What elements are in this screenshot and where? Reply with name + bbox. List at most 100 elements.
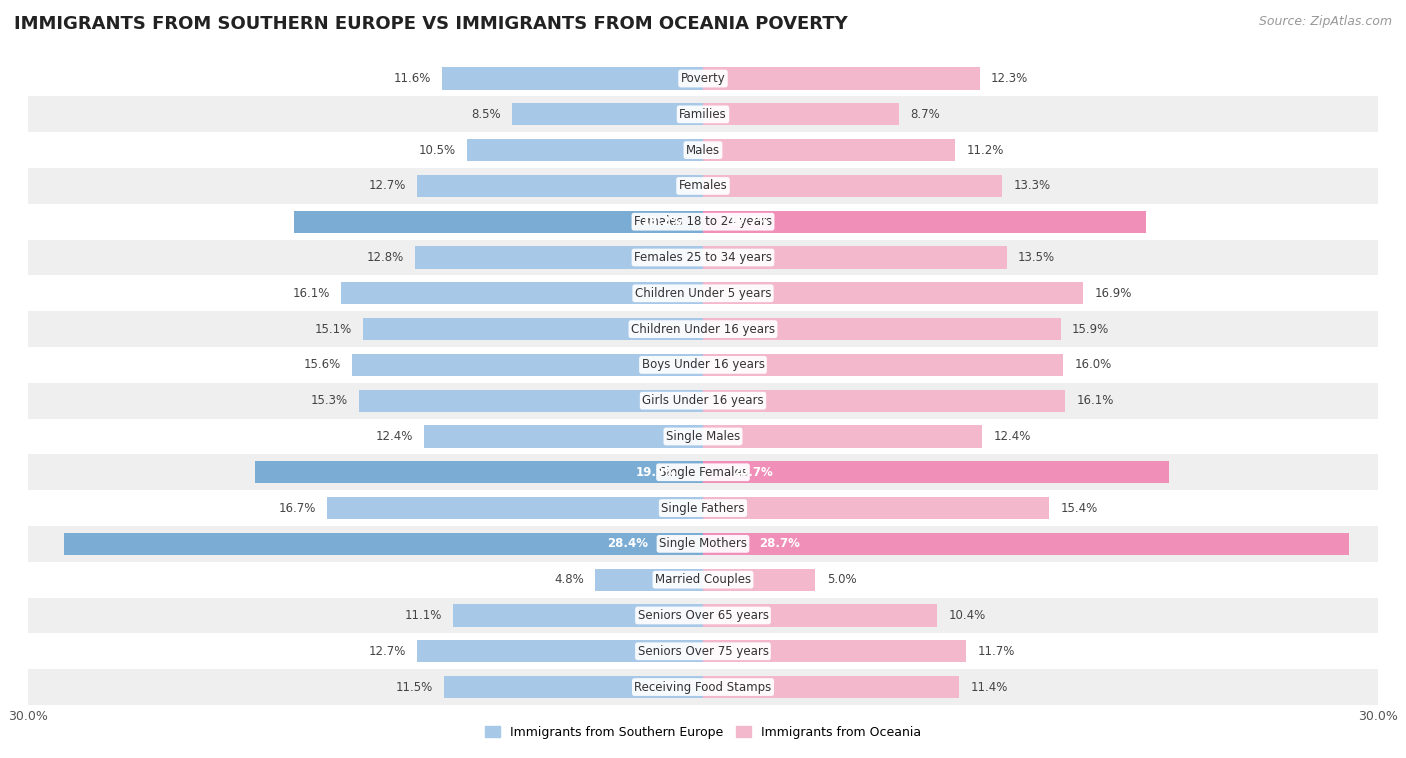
Text: 13.3%: 13.3% [1014,180,1050,193]
Bar [28,96,1378,132]
Text: Single Fathers: Single Fathers [661,502,745,515]
Text: 16.0%: 16.0% [1074,359,1111,371]
Bar [328,497,703,519]
Bar [703,175,1002,197]
Bar [703,533,1348,555]
Text: 11.1%: 11.1% [405,609,441,622]
Bar [444,676,703,698]
Legend: Immigrants from Southern Europe, Immigrants from Oceania: Immigrants from Southern Europe, Immigra… [479,721,927,744]
Text: Females 18 to 24 years: Females 18 to 24 years [634,215,772,228]
Bar [28,418,1378,454]
Bar [359,390,703,412]
Bar [28,347,1378,383]
Text: 18.2%: 18.2% [641,215,682,228]
Text: Boys Under 16 years: Boys Under 16 years [641,359,765,371]
Bar [28,168,1378,204]
Text: 12.7%: 12.7% [368,180,406,193]
Text: 15.4%: 15.4% [1060,502,1098,515]
Bar [703,103,898,125]
Bar [703,676,959,698]
Bar [28,634,1378,669]
Text: 4.8%: 4.8% [554,573,583,586]
Bar [28,454,1378,490]
Text: 15.6%: 15.6% [304,359,340,371]
Bar [453,604,703,627]
Text: 12.3%: 12.3% [991,72,1028,85]
Text: Girls Under 16 years: Girls Under 16 years [643,394,763,407]
Bar [352,354,703,376]
Text: Females 25 to 34 years: Females 25 to 34 years [634,251,772,264]
Bar [703,425,981,447]
Text: Married Couples: Married Couples [655,573,751,586]
Text: 12.7%: 12.7% [368,645,406,658]
Bar [340,282,703,305]
Text: 12.4%: 12.4% [993,430,1031,443]
Text: 11.4%: 11.4% [970,681,1008,694]
Bar [703,246,1007,268]
Text: Children Under 5 years: Children Under 5 years [634,287,772,300]
Text: 10.4%: 10.4% [948,609,986,622]
Text: IMMIGRANTS FROM SOUTHERN EUROPE VS IMMIGRANTS FROM OCEANIA POVERTY: IMMIGRANTS FROM SOUTHERN EUROPE VS IMMIG… [14,15,848,33]
Text: Source: ZipAtlas.com: Source: ZipAtlas.com [1258,15,1392,28]
Bar [425,425,703,447]
Text: 16.7%: 16.7% [278,502,316,515]
Text: 19.9%: 19.9% [636,465,676,479]
Text: Single Females: Single Females [658,465,748,479]
Bar [512,103,703,125]
Text: 8.5%: 8.5% [471,108,501,121]
Bar [703,139,955,161]
Bar [28,526,1378,562]
Bar [28,204,1378,240]
Bar [28,669,1378,705]
Bar [703,641,966,662]
Text: 8.7%: 8.7% [910,108,939,121]
Bar [28,61,1378,96]
Text: Seniors Over 65 years: Seniors Over 65 years [637,609,769,622]
Text: 15.1%: 15.1% [315,323,352,336]
Bar [415,246,703,268]
Bar [28,597,1378,634]
Bar [703,604,936,627]
Bar [703,67,980,89]
Bar [28,132,1378,168]
Text: Poverty: Poverty [681,72,725,85]
Bar [703,497,1049,519]
Text: 13.5%: 13.5% [1018,251,1054,264]
Text: 11.7%: 11.7% [977,645,1015,658]
Bar [28,240,1378,275]
Text: 11.2%: 11.2% [966,143,1004,157]
Bar [703,390,1066,412]
Bar [418,175,703,197]
Text: Families: Families [679,108,727,121]
Text: Females: Females [679,180,727,193]
Bar [28,562,1378,597]
Text: Single Males: Single Males [666,430,740,443]
Text: 20.7%: 20.7% [733,465,773,479]
Text: 5.0%: 5.0% [827,573,856,586]
Text: 16.1%: 16.1% [292,287,329,300]
Bar [703,211,1146,233]
Text: 16.1%: 16.1% [1077,394,1114,407]
Text: 11.6%: 11.6% [394,72,430,85]
Bar [703,282,1083,305]
Bar [595,568,703,590]
Bar [703,461,1168,484]
Bar [703,568,815,590]
Text: 28.7%: 28.7% [759,537,800,550]
Bar [418,641,703,662]
Text: Children Under 16 years: Children Under 16 years [631,323,775,336]
Text: 12.8%: 12.8% [367,251,404,264]
Bar [28,275,1378,312]
Text: 28.4%: 28.4% [607,537,648,550]
Bar [467,139,703,161]
Bar [28,383,1378,418]
Text: 15.3%: 15.3% [311,394,347,407]
Text: Receiving Food Stamps: Receiving Food Stamps [634,681,772,694]
Text: 15.9%: 15.9% [1071,323,1109,336]
Text: 19.7%: 19.7% [728,215,769,228]
Text: 10.5%: 10.5% [419,143,456,157]
Bar [65,533,703,555]
Text: 16.9%: 16.9% [1094,287,1132,300]
Text: Seniors Over 75 years: Seniors Over 75 years [637,645,769,658]
Bar [294,211,703,233]
